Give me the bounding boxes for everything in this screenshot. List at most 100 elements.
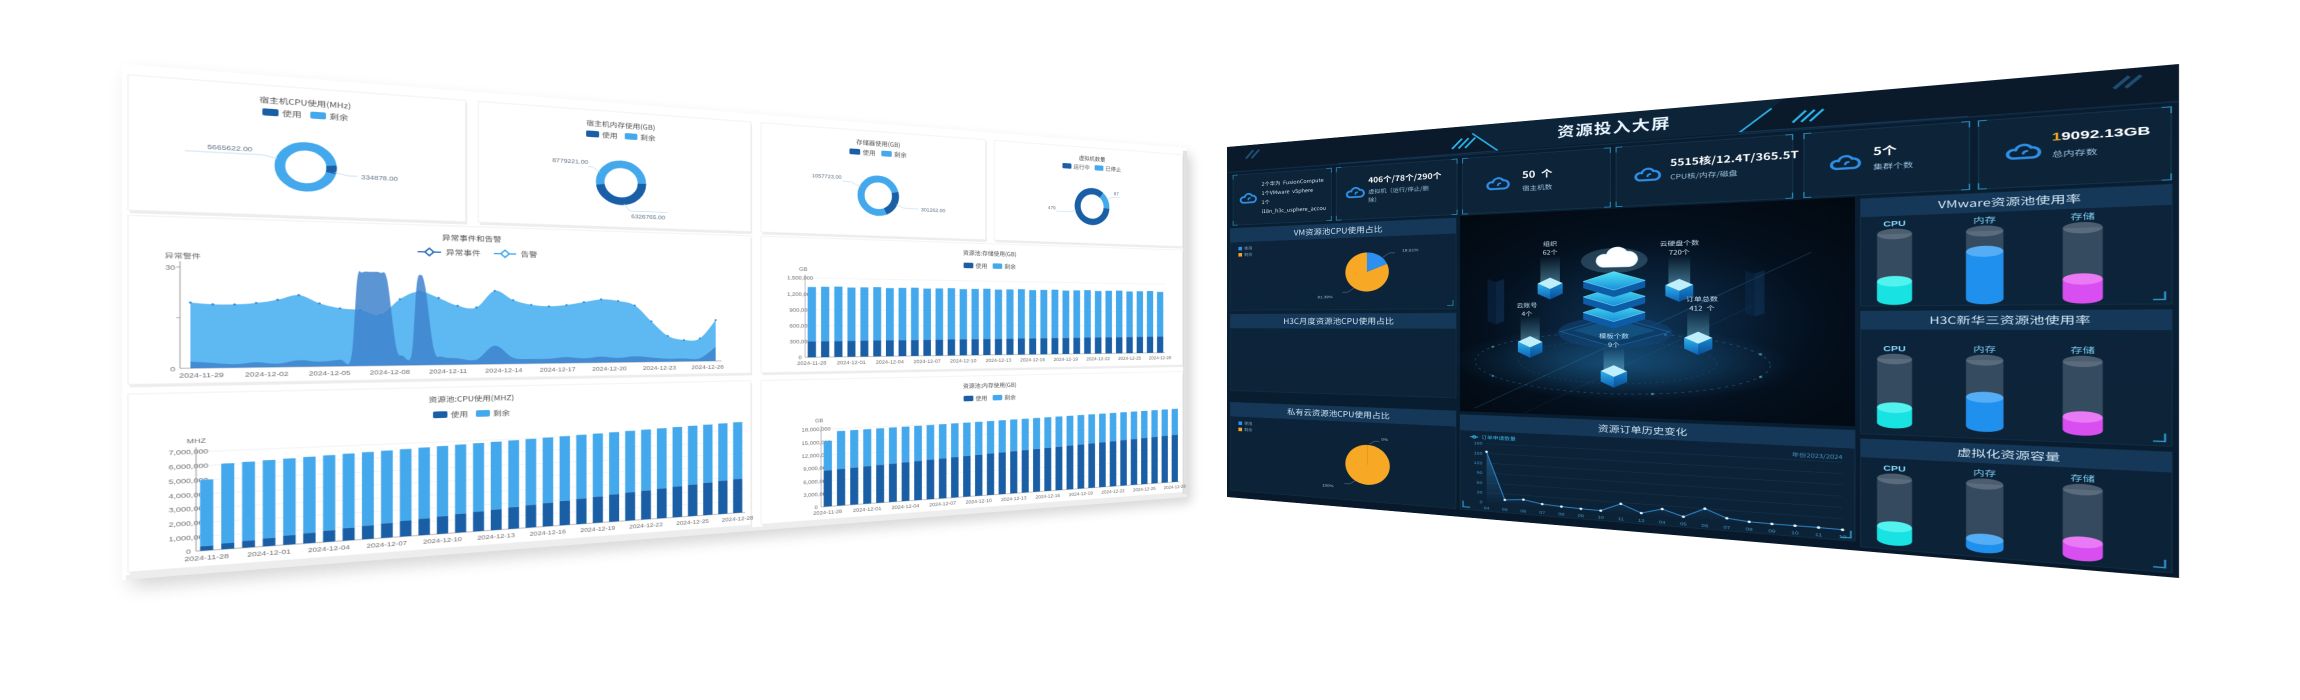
svg-text:2024-12-01: 2024-12-01	[837, 359, 866, 366]
svg-text:0%: 0%	[1381, 437, 1388, 443]
svg-text:2024-12-07: 2024-12-07	[929, 500, 956, 508]
svg-text:2024-12-07: 2024-12-07	[367, 539, 408, 550]
svg-text:CPU: CPU	[1883, 464, 1906, 474]
svg-text:2024-12-28: 2024-12-28	[1164, 483, 1186, 490]
svg-text:30: 30	[1477, 489, 1483, 495]
svg-text:09: 09	[1768, 527, 1776, 534]
svg-text:1057723.00: 1057723.00	[812, 172, 842, 180]
svg-text:2024-12-28: 2024-12-28	[1149, 355, 1172, 361]
svg-text:334878.00: 334878.00	[361, 173, 398, 182]
svg-text:06: 06	[1701, 522, 1709, 529]
svg-text:MHZ: MHZ	[187, 436, 206, 445]
svg-text:2024-12-01: 2024-12-01	[247, 548, 291, 559]
svg-text:0: 0	[815, 504, 818, 511]
svg-text:06: 06	[1520, 508, 1526, 514]
svg-text:09: 09	[1578, 512, 1585, 519]
svg-text:1,000,000: 1,000,000	[168, 532, 208, 543]
svg-text:12: 12	[1839, 533, 1847, 540]
svg-text:GB: GB	[815, 417, 824, 424]
svg-text:2024-12-17: 2024-12-17	[540, 366, 576, 374]
svg-text:3,000,000: 3,000,000	[168, 504, 208, 514]
svg-text:301262.00: 301262.00	[921, 206, 946, 213]
svg-text:2024-12-25: 2024-12-25	[1133, 486, 1156, 493]
svg-text:2024-12-16: 2024-12-16	[1035, 492, 1060, 500]
svg-text:07: 07	[1723, 524, 1731, 531]
svg-text:05: 05	[1680, 520, 1687, 527]
svg-text:150: 150	[1474, 450, 1483, 456]
svg-text:6326765.00: 6326765.00	[631, 213, 665, 221]
svg-text:2024-12-13: 2024-12-13	[986, 357, 1012, 363]
svg-text:10: 10	[1598, 514, 1605, 521]
svg-text:90: 90	[1477, 470, 1483, 476]
svg-text:2024-11-29: 2024-11-29	[179, 371, 224, 380]
svg-text:2024-12-19: 2024-12-19	[1054, 356, 1078, 362]
svg-text:2024-12-10: 2024-12-10	[950, 358, 977, 365]
svg-text:5,000,000: 5,000,000	[168, 476, 208, 486]
svg-text:6,000,000: 6,000,000	[168, 461, 208, 471]
svg-text:2024-12-20: 2024-12-20	[592, 365, 627, 373]
svg-text:2024-12-16: 2024-12-16	[1020, 357, 1045, 363]
svg-text:300,000: 300,000	[789, 338, 810, 345]
svg-text:2024-12-05: 2024-12-05	[309, 369, 351, 377]
svg-text:2024-12-19: 2024-12-19	[580, 524, 615, 534]
svg-text:60: 60	[1477, 479, 1483, 485]
svg-text:10: 10	[1791, 529, 1799, 536]
svg-text:2024-12-26: 2024-12-26	[692, 364, 724, 371]
svg-text:2024-11-28: 2024-11-28	[813, 508, 842, 517]
svg-text:1,200,000: 1,200,000	[787, 290, 813, 297]
svg-text:08: 08	[1746, 526, 1754, 533]
svg-text:2024-12-22: 2024-12-22	[1086, 356, 1110, 362]
svg-text:2024-12-04: 2024-12-04	[892, 503, 920, 511]
svg-text:180: 180	[1474, 440, 1483, 446]
svg-text:0: 0	[1480, 499, 1483, 505]
svg-text:2024-12-13: 2024-12-13	[477, 532, 515, 542]
svg-text:2024-12-14: 2024-12-14	[485, 367, 523, 375]
svg-text:8779221.00: 8779221.00	[552, 156, 588, 165]
svg-text:2024-12-10: 2024-12-10	[423, 535, 462, 545]
svg-text:2024-12-02: 2024-12-02	[245, 370, 289, 379]
svg-text:12,000,000: 12,000,000	[802, 451, 831, 459]
svg-text:4,000,000: 4,000,000	[168, 490, 208, 500]
svg-text:2024-12-25: 2024-12-25	[1118, 355, 1141, 361]
svg-text:479: 479	[1048, 204, 1056, 210]
svg-text:2024-12-25: 2024-12-25	[676, 518, 709, 527]
svg-text:0: 0	[170, 365, 175, 373]
svg-text:7,000,000: 7,000,000	[168, 447, 208, 457]
svg-text:2024-12-16: 2024-12-16	[530, 528, 566, 538]
svg-text:600,000: 600,000	[789, 322, 810, 329]
svg-text:11: 11	[1815, 531, 1823, 538]
svg-text:18.61%: 18.61%	[1402, 247, 1419, 253]
svg-text:15,000,000: 15,000,000	[802, 438, 831, 446]
svg-text:2024-12-13: 2024-12-13	[1001, 495, 1027, 503]
svg-text:04: 04	[1659, 519, 1666, 526]
svg-text:9,000,000: 9,000,000	[803, 464, 829, 472]
svg-text:30: 30	[165, 263, 175, 271]
svg-text:2024-12-11: 2024-12-11	[429, 367, 467, 375]
svg-text:08: 08	[1558, 511, 1565, 518]
svg-text:900,000: 900,000	[789, 306, 810, 313]
svg-text:87: 87	[1114, 191, 1119, 197]
svg-text:18,000,000: 18,000,000	[802, 426, 831, 434]
svg-text:3,000,000: 3,000,000	[803, 490, 829, 498]
svg-text:2024-12-07: 2024-12-07	[913, 358, 940, 365]
svg-text:2024-12-04: 2024-12-04	[876, 359, 904, 366]
svg-text:19092.13GB: 19092.13GB	[2052, 125, 2152, 144]
svg-text:11: 11	[1618, 515, 1625, 522]
svg-text:2024-12-08: 2024-12-08	[370, 368, 411, 376]
svg-text:2024-12-28: 2024-12-28	[722, 514, 754, 523]
svg-text:2024-12-10: 2024-12-10	[966, 497, 992, 505]
svg-text:2024-12-22: 2024-12-22	[1101, 488, 1124, 495]
svg-text:07: 07	[1539, 509, 1546, 516]
svg-text:2024-12-19: 2024-12-19	[1069, 490, 1093, 498]
svg-text:2024-12-22: 2024-12-22	[629, 521, 663, 530]
svg-text:2024-12-23: 2024-12-23	[643, 364, 677, 371]
svg-text:100%: 100%	[1322, 482, 1334, 488]
svg-text:2024-12-01: 2024-12-01	[853, 505, 882, 513]
svg-text:12: 12	[1638, 517, 1645, 524]
svg-text:81.39%: 81.39%	[1318, 294, 1334, 300]
svg-text:04: 04	[1484, 505, 1490, 511]
svg-text:GB: GB	[799, 266, 808, 273]
svg-text:120: 120	[1474, 460, 1483, 466]
svg-text:0: 0	[799, 354, 802, 361]
svg-text:2,000,000: 2,000,000	[168, 518, 208, 529]
